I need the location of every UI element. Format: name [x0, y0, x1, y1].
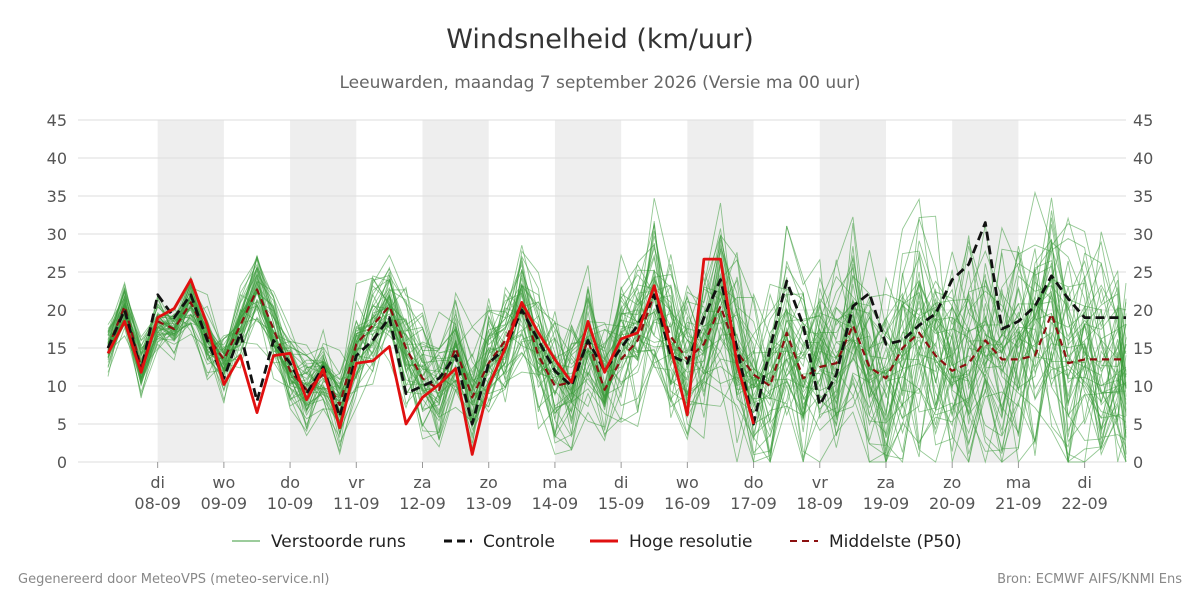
- x-tick-date-1: 09-09: [201, 494, 248, 513]
- x-tick-day-0: di: [150, 473, 165, 492]
- x-tick-day-2: do: [280, 473, 300, 492]
- y-tick-right-45: 45: [1133, 111, 1153, 130]
- x-tick-day-5: zo: [480, 473, 498, 492]
- x-tick-date-11: 19-09: [863, 494, 910, 513]
- y-tick-right-25: 25: [1133, 263, 1153, 282]
- p50-series-line: [106, 288, 1126, 407]
- x-tick-day-4: za: [413, 473, 431, 492]
- hoge-resolutie-series-line: [106, 257, 755, 456]
- x-tick-date-3: 11-09: [333, 494, 380, 513]
- y-tick-left-20: 20: [47, 301, 67, 320]
- x-tick-date-14: 22-09: [1061, 494, 1108, 513]
- legend-label-hoge_resolutie: Hoge resolutie: [629, 532, 753, 552]
- x-tick-date-4: 12-09: [399, 494, 446, 513]
- legend-label-ensemble: Verstoorde runs: [271, 532, 406, 552]
- x-tick-date-6: 14-09: [532, 494, 579, 513]
- x-tick-day-14: di: [1077, 473, 1092, 492]
- y-tick-left-40: 40: [47, 149, 67, 168]
- x-tick-date-13: 21-09: [995, 494, 1042, 513]
- y-tick-right-30: 30: [1133, 225, 1153, 244]
- y-tick-left-0: 0: [57, 453, 67, 472]
- y-tick-left-15: 15: [47, 339, 67, 358]
- legend-label-p50: Middelste (P50): [829, 532, 962, 552]
- x-tick-day-1: wo: [212, 473, 235, 492]
- x-tick-date-12: 20-09: [929, 494, 976, 513]
- y-tick-left-45: 45: [47, 111, 67, 130]
- y-tick-left-10: 10: [47, 377, 67, 396]
- x-tick-day-9: do: [744, 473, 764, 492]
- x-tick-day-11: za: [877, 473, 895, 492]
- ensemble-run-line: [107, 230, 1127, 464]
- x-tick-date-0: 08-09: [134, 494, 181, 513]
- x-tick-date-10: 18-09: [797, 494, 844, 513]
- ensemble-run-line: [107, 246, 1127, 464]
- x-tick-day-6: ma: [542, 473, 567, 492]
- x-tick-day-13: ma: [1006, 473, 1031, 492]
- y-tick-right-15: 15: [1133, 339, 1153, 358]
- y-tick-right-0: 0: [1133, 453, 1143, 472]
- x-tick-date-7: 15-09: [598, 494, 645, 513]
- x-tick-date-2: 10-09: [267, 494, 314, 513]
- y-tick-left-5: 5: [57, 415, 67, 434]
- x-tick-day-7: di: [614, 473, 629, 492]
- controle-series-line: [106, 221, 1126, 426]
- x-tick-date-8: 16-09: [664, 494, 711, 513]
- y-tick-left-35: 35: [47, 187, 67, 206]
- x-tick-day-8: wo: [676, 473, 699, 492]
- source-text: Bron: ECMWF AIFS/KNMI Ens: [997, 572, 1182, 587]
- y-tick-right-20: 20: [1133, 301, 1153, 320]
- generated-by-text: Gegenereerd door MeteoVPS (meteo-service…: [18, 572, 330, 587]
- y-tick-right-5: 5: [1133, 415, 1143, 434]
- ensemble-runs: [107, 190, 1127, 464]
- legend-label-controle: Controle: [483, 532, 555, 552]
- chart-subtitle: Leeuwarden, maandag 7 september 2026 (Ve…: [339, 73, 861, 93]
- y-tick-right-35: 35: [1133, 187, 1153, 206]
- x-tick-date-9: 17-09: [730, 494, 777, 513]
- chart-title: Windsnelheid (km/uur): [446, 24, 754, 55]
- y-tick-left-25: 25: [47, 263, 67, 282]
- main-series: [106, 221, 1126, 456]
- x-tick-date-5: 13-09: [465, 494, 512, 513]
- ensemble-run-line: [107, 275, 1127, 464]
- y-tick-right-40: 40: [1133, 149, 1153, 168]
- x-tick-day-3: vr: [348, 473, 364, 492]
- ensemble-run-line: [107, 255, 1127, 463]
- y-tick-left-30: 30: [47, 225, 67, 244]
- x-tick-day-12: zo: [943, 473, 961, 492]
- axis-labels: 0 0 5 5 10 10 15 15 20 20 25 25 30 30 35 35 40 40 45 45 di 08…: [47, 111, 1154, 513]
- legend: Verstoorde runs Controle Hoge resolutie Mid…: [232, 532, 962, 552]
- x-tick-day-10: vr: [812, 473, 828, 492]
- y-tick-right-10: 10: [1133, 377, 1153, 396]
